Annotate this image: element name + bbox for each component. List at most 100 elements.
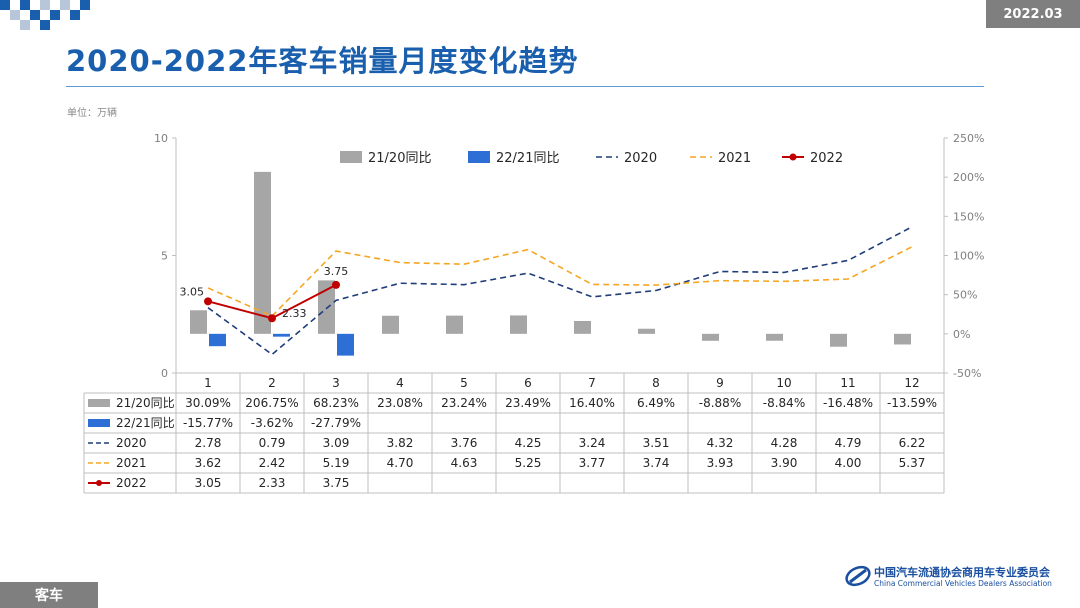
right-axis-tick-label: 250% (953, 132, 984, 145)
legend-swatch (468, 151, 490, 163)
table-row-label: 2022 (116, 476, 147, 490)
right-axis-tick-label: 50% (953, 289, 977, 302)
bar-21-20 (318, 280, 335, 334)
x-axis-tick-label: 5 (460, 376, 468, 390)
bar-21-20 (766, 333, 783, 341)
bar-22-21 (209, 333, 226, 347)
table-row-label: 2020 (116, 436, 147, 450)
table-cell: -8.88% (699, 396, 741, 410)
table-cell: 2.33 (259, 476, 286, 490)
table-cell: 5.37 (899, 456, 926, 470)
table-cell: 4.32 (707, 436, 734, 450)
right-axis-tick-label: -50% (953, 367, 981, 380)
table-legend-swatch-marker (96, 480, 102, 486)
line-series-2020 (207, 226, 913, 356)
corner-pattern (0, 0, 90, 30)
table-legend-swatch (88, 399, 110, 407)
x-axis-tick-label: 4 (396, 376, 404, 390)
table-cell: 3.24 (579, 436, 606, 450)
data-label-2022: 3.05 (180, 285, 205, 298)
table-cell: 16.40% (569, 396, 615, 410)
x-axis-tick-label: 10 (776, 376, 791, 390)
date-tab: 2022.03 (986, 0, 1080, 28)
table-cell: -8.84% (763, 396, 805, 410)
table-cell: 4.00 (835, 456, 862, 470)
bar-21-20 (702, 333, 719, 341)
table-cell: -13.59% (887, 396, 937, 410)
table-cell: 23.49% (505, 396, 551, 410)
table-cell: 3.62 (195, 456, 222, 470)
legend-label: 2021 (718, 151, 751, 166)
x-axis-tick-label: 2 (268, 376, 276, 390)
table-cell: 4.25 (515, 436, 542, 450)
bar-21-20 (254, 171, 271, 334)
table-cell: -27.79% (311, 416, 361, 430)
x-axis-tick-label: 7 (588, 376, 596, 390)
org-name-en: China Commercial Vehicles Dealers Associ… (874, 579, 1052, 588)
table-row-label: 21/20同比 (116, 396, 175, 410)
bar-21-20 (510, 315, 527, 334)
legend-label: 21/20同比 (368, 151, 431, 166)
x-axis-tick-label: 11 (840, 376, 855, 390)
table-cell: 206.75% (245, 396, 298, 410)
bar-22-21 (337, 333, 354, 356)
title-divider (66, 86, 984, 87)
bar-21-20 (190, 310, 207, 334)
unit-label: 单位：万辆 (67, 108, 117, 119)
bar-21-20 (382, 315, 399, 334)
table-cell: 3.76 (451, 436, 478, 450)
section-tab: 客车 (0, 582, 98, 608)
x-axis-tick-label: 6 (524, 376, 532, 390)
x-axis-tick-label: 3 (332, 376, 340, 390)
table-cell: 0.79 (259, 436, 286, 450)
right-axis-tick-label: 200% (953, 171, 984, 184)
table-cell: 3.51 (643, 436, 670, 450)
table-cell: 3.77 (579, 456, 606, 470)
table-cell: -16.48% (823, 396, 873, 410)
left-axis-tick-label: 0 (161, 367, 168, 380)
table-cell: 2.42 (259, 456, 286, 470)
x-axis-tick-label: 1 (204, 376, 212, 390)
table-cell: 30.09% (185, 396, 231, 410)
legend-label: 2022 (810, 151, 843, 166)
x-axis-tick-label: 9 (716, 376, 724, 390)
table-cell: 4.70 (387, 456, 414, 470)
table-cell: 3.82 (387, 436, 414, 450)
right-axis-tick-label: 100% (953, 250, 984, 263)
table-cell: 3.05 (195, 476, 222, 490)
right-axis-tick-label: 150% (953, 210, 984, 223)
org-logo: 中国汽车流通协会商用车专业委员会 China Commercial Vehicl… (844, 562, 1064, 592)
table-cell: 4.63 (451, 456, 478, 470)
point-2022 (268, 314, 276, 323)
bar-21-20 (446, 315, 463, 334)
left-axis-tick-label: 5 (161, 250, 168, 263)
table-cell: -3.62% (251, 416, 293, 430)
table-cell: -15.77% (183, 416, 233, 430)
table-cell: 3.75 (323, 476, 350, 490)
table-cell: 68.23% (313, 396, 359, 410)
table-cell: 5.25 (515, 456, 542, 470)
table-cell: 2.78 (195, 436, 222, 450)
x-axis-tick-label: 8 (652, 376, 660, 390)
table-cell: 3.93 (707, 456, 734, 470)
bar-22-21 (273, 333, 290, 337)
cvda-emblem-icon (845, 565, 871, 587)
page-title: 2020-2022年客车销量月度变化趋势 (66, 44, 579, 78)
bar-21-20 (638, 328, 655, 334)
table-cell: 6.22 (899, 436, 926, 450)
data-label-2022: 3.75 (324, 265, 349, 278)
table-cell: 3.90 (771, 456, 798, 470)
table-cell: 4.79 (835, 436, 862, 450)
bar-21-20 (574, 320, 591, 334)
point-2022 (204, 297, 212, 306)
table-cell: 6.49% (637, 396, 675, 410)
line-series-2022 (207, 283, 337, 320)
table-cell: 3.74 (643, 456, 670, 470)
legend-swatch-marker (789, 153, 797, 161)
table-cell: 4.28 (771, 436, 798, 450)
line-series-2021 (207, 246, 913, 318)
point-2022 (332, 280, 340, 289)
org-name-cn: 中国汽车流通协会商用车专业委员会 (874, 566, 1050, 579)
table-cell: 5.19 (323, 456, 350, 470)
